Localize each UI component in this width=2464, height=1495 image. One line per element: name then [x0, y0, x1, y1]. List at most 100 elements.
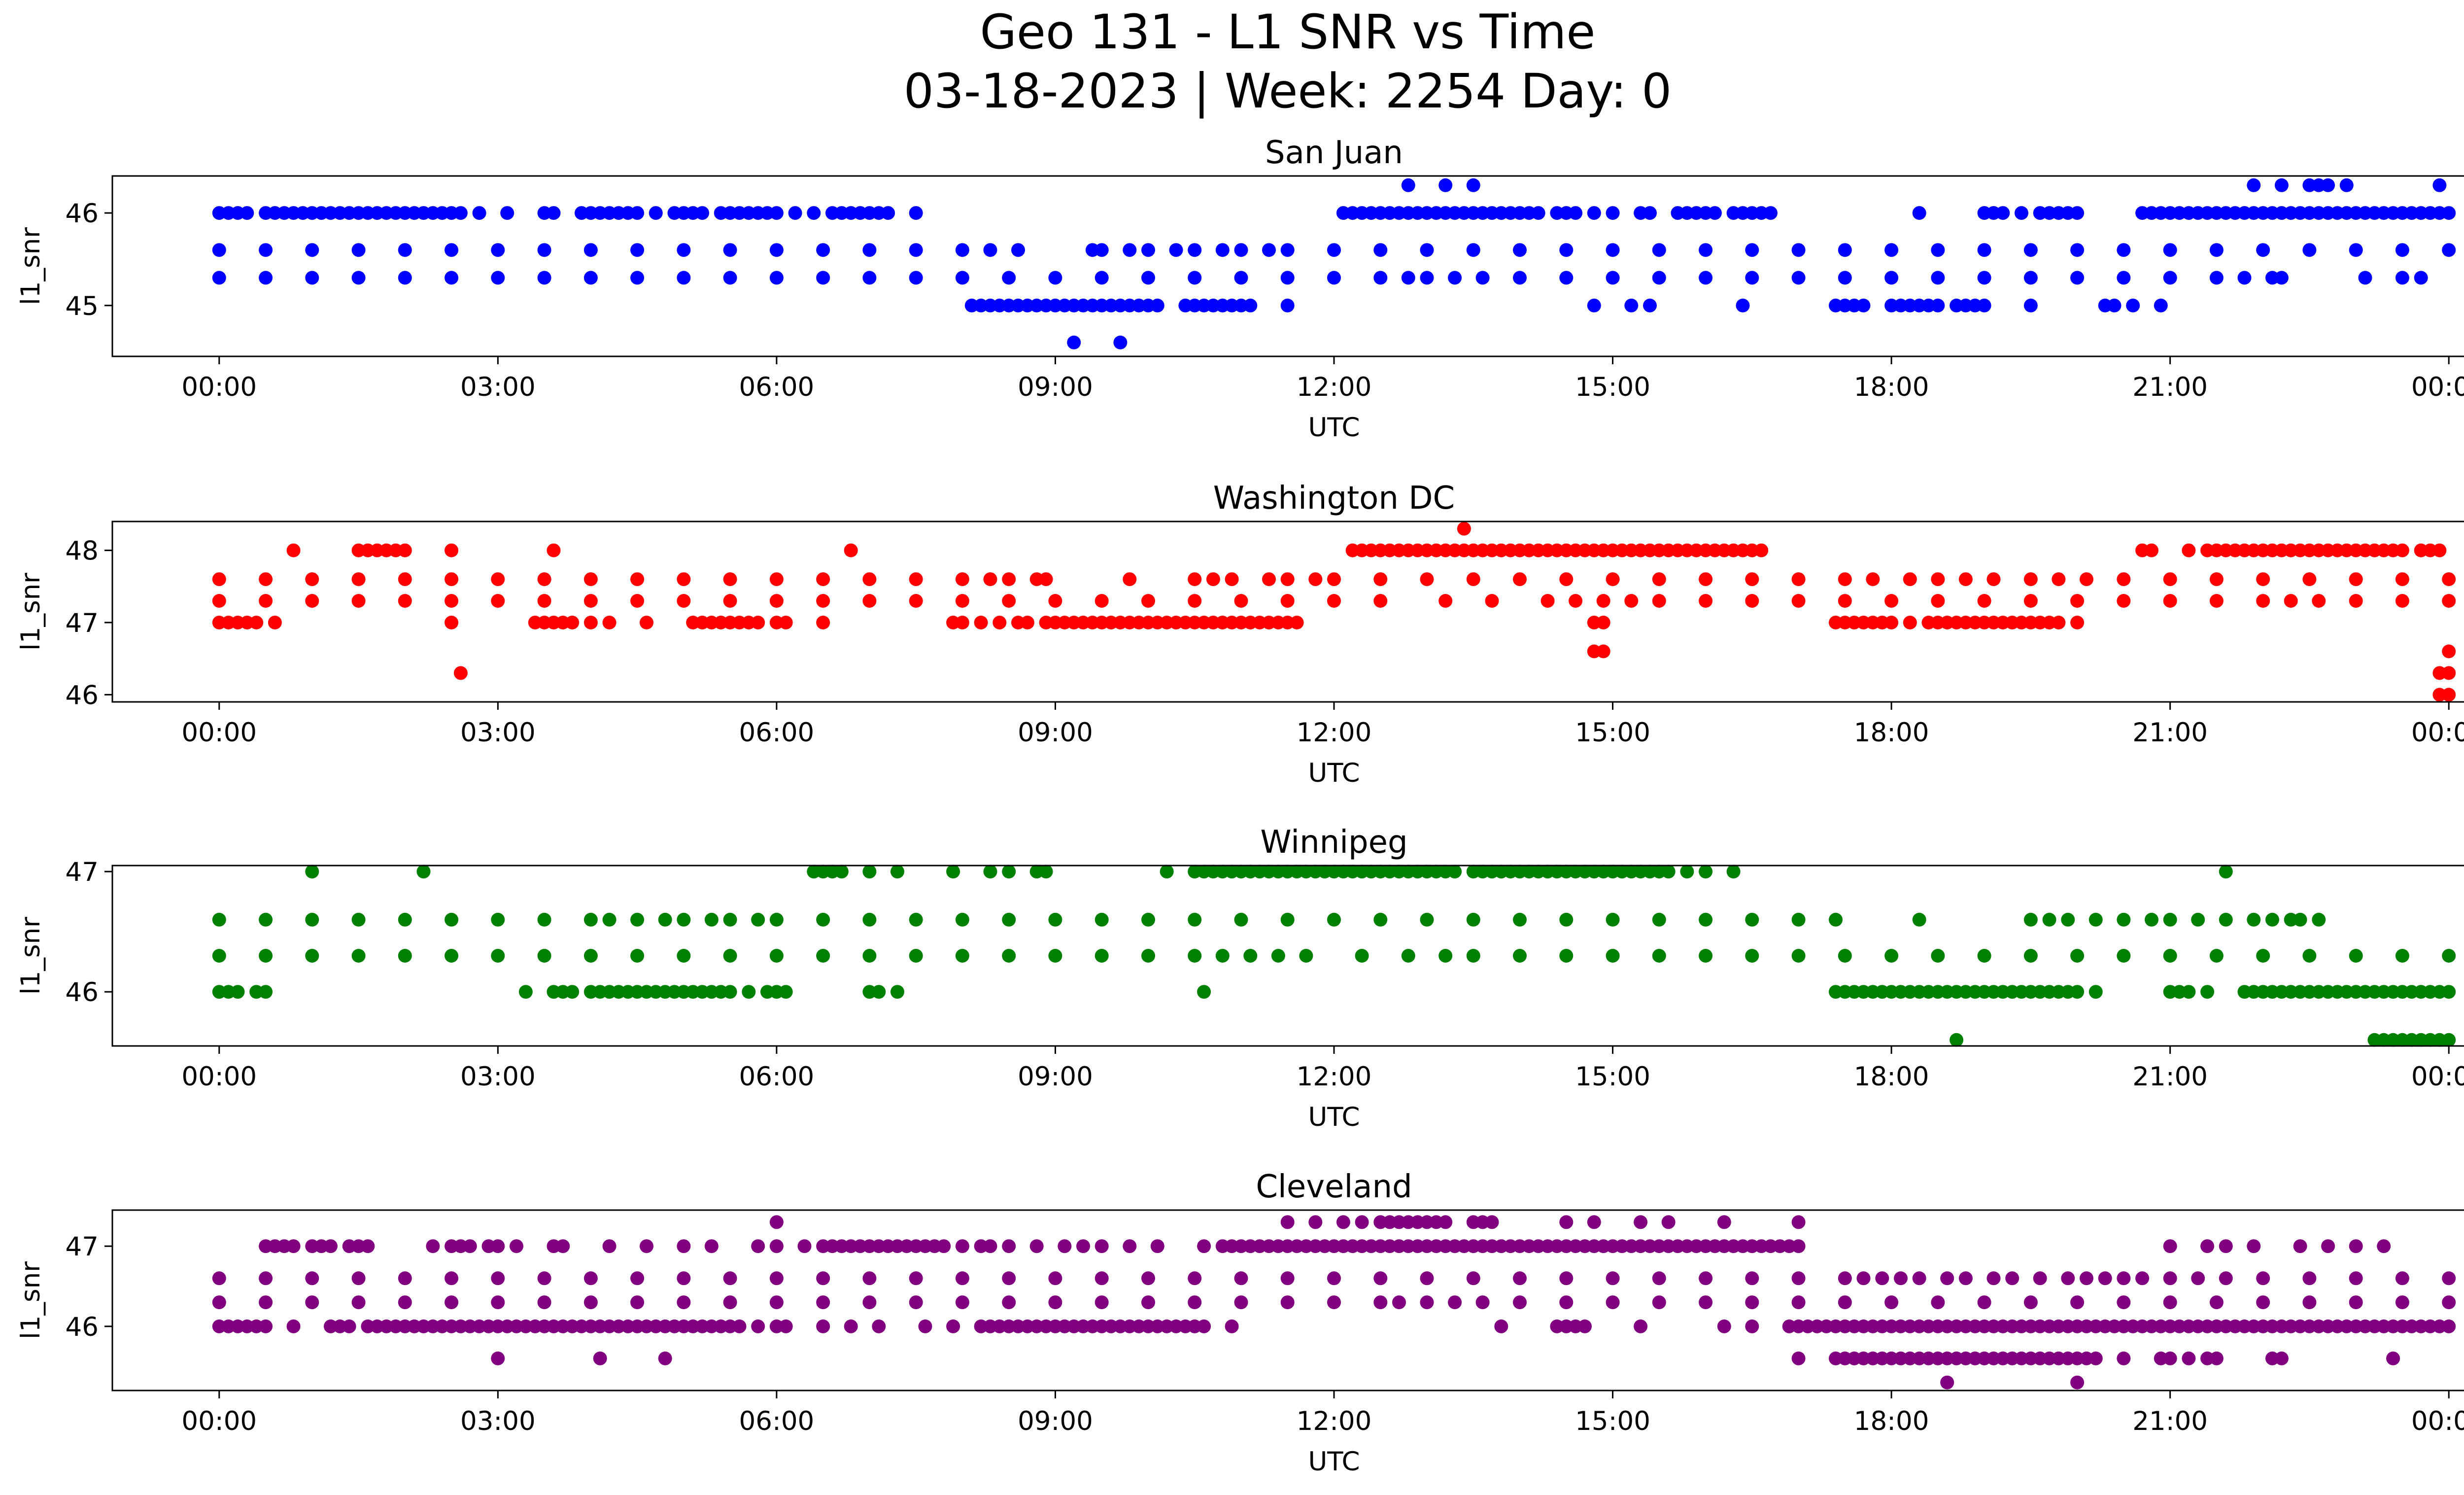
data-point: [992, 616, 1007, 629]
data-point: [2117, 594, 2131, 608]
data-point: [955, 572, 969, 587]
data-point: [834, 865, 849, 879]
data-point: [398, 1295, 412, 1310]
data-point: [2163, 949, 2177, 963]
data-point: [2191, 1271, 2205, 1286]
data-point: [1587, 206, 1601, 220]
data-point: [1559, 1295, 1574, 1310]
data-point: [1791, 1351, 1806, 1365]
data-point: [2349, 1295, 2363, 1310]
y-tick-label: 47: [66, 857, 99, 887]
data-point: [1188, 1271, 1202, 1286]
data-point: [677, 572, 691, 587]
data-point: [2321, 178, 2335, 192]
data-point: [2209, 1295, 2224, 1310]
data-point: [1977, 1295, 1991, 1310]
data-point: [816, 572, 830, 587]
data-point: [1829, 912, 1843, 927]
data-point: [769, 572, 784, 587]
data-point: [2098, 1271, 2112, 1286]
data-point: [816, 594, 830, 608]
data-point: [1280, 912, 1295, 927]
data-point: [2349, 243, 2363, 257]
data-point: [955, 1239, 969, 1253]
data-point: [1048, 1295, 1062, 1310]
data-point: [751, 1239, 765, 1253]
data-point: [1234, 243, 1248, 257]
data-point: [630, 1271, 645, 1286]
data-point: [1058, 1239, 1072, 1253]
data-point: [2442, 206, 2456, 220]
data-point: [1020, 616, 1034, 629]
data-point: [1373, 572, 1388, 587]
data-point: [1150, 298, 1164, 313]
data-point: [1606, 271, 1620, 285]
data-point: [1271, 949, 1285, 963]
data-point: [1977, 594, 1991, 608]
y-tick-label: 46: [66, 199, 99, 229]
data-point: [1373, 271, 1388, 285]
data-point: [565, 985, 580, 999]
data-point: [1420, 243, 1434, 257]
data-point: [583, 1295, 598, 1310]
data-point: [1188, 949, 1202, 963]
data-point: [723, 985, 737, 999]
data-point: [2302, 1271, 2317, 1286]
data-point: [1327, 594, 1341, 608]
data-point: [630, 1295, 645, 1310]
data-point: [816, 616, 830, 629]
data-point: [1169, 243, 1183, 257]
data-point: [1327, 1271, 1341, 1286]
y-axis-label: l1_snr: [16, 1261, 46, 1339]
data-point: [640, 616, 653, 629]
data-point: [630, 912, 645, 927]
data-point: [1308, 572, 1323, 587]
data-point: [1912, 912, 1926, 927]
data-point: [1596, 594, 1610, 608]
data-point: [937, 1239, 951, 1253]
data-point: [1039, 865, 1053, 879]
data-point: [2023, 298, 2038, 313]
data-point: [2061, 1271, 2075, 1286]
data-point: [1225, 1319, 1239, 1333]
data-point: [1559, 271, 1574, 285]
data-point: [816, 1319, 830, 1333]
data-point: [2358, 271, 2372, 285]
plot-frame: [111, 521, 2464, 703]
x-tick-label: 15:00: [1575, 1406, 1650, 1436]
data-point: [2312, 912, 2326, 927]
data-point: [1002, 1239, 1016, 1253]
data-point: [2302, 572, 2317, 587]
data-point: [704, 1239, 719, 1253]
data-point: [1931, 572, 1945, 587]
data-point: [677, 271, 691, 285]
x-tick-label: 21:00: [2132, 1062, 2208, 1092]
data-point: [1699, 572, 1713, 587]
data-point: [1977, 298, 1991, 313]
data-point: [463, 1239, 477, 1253]
data-point: [491, 1351, 505, 1365]
data-point: [1048, 949, 1062, 963]
data-point: [1940, 1271, 1954, 1286]
data-point: [351, 1295, 366, 1310]
data-point: [2442, 666, 2456, 680]
data-point: [1141, 949, 1155, 963]
data-point: [1095, 1295, 1109, 1310]
data-point: [2442, 1271, 2456, 1286]
data-point: [649, 206, 663, 220]
data-point: [1095, 912, 1109, 927]
data-point: [909, 1295, 923, 1310]
x-tick-label: 18:00: [1854, 372, 1929, 402]
data-point: [844, 543, 858, 557]
x-tick-label: 00:00: [181, 1062, 257, 1092]
x-tick-label: 00:00: [2411, 1406, 2464, 1436]
data-point: [1420, 912, 1434, 927]
data-point: [2247, 1239, 2261, 1253]
y-tick-label: 47: [66, 608, 99, 638]
data-point: [2117, 912, 2131, 927]
data-point: [816, 271, 830, 285]
data-point: [2377, 1239, 2391, 1253]
data-point: [1531, 206, 1545, 220]
data-point: [1262, 572, 1276, 587]
data-point: [1977, 949, 1991, 963]
